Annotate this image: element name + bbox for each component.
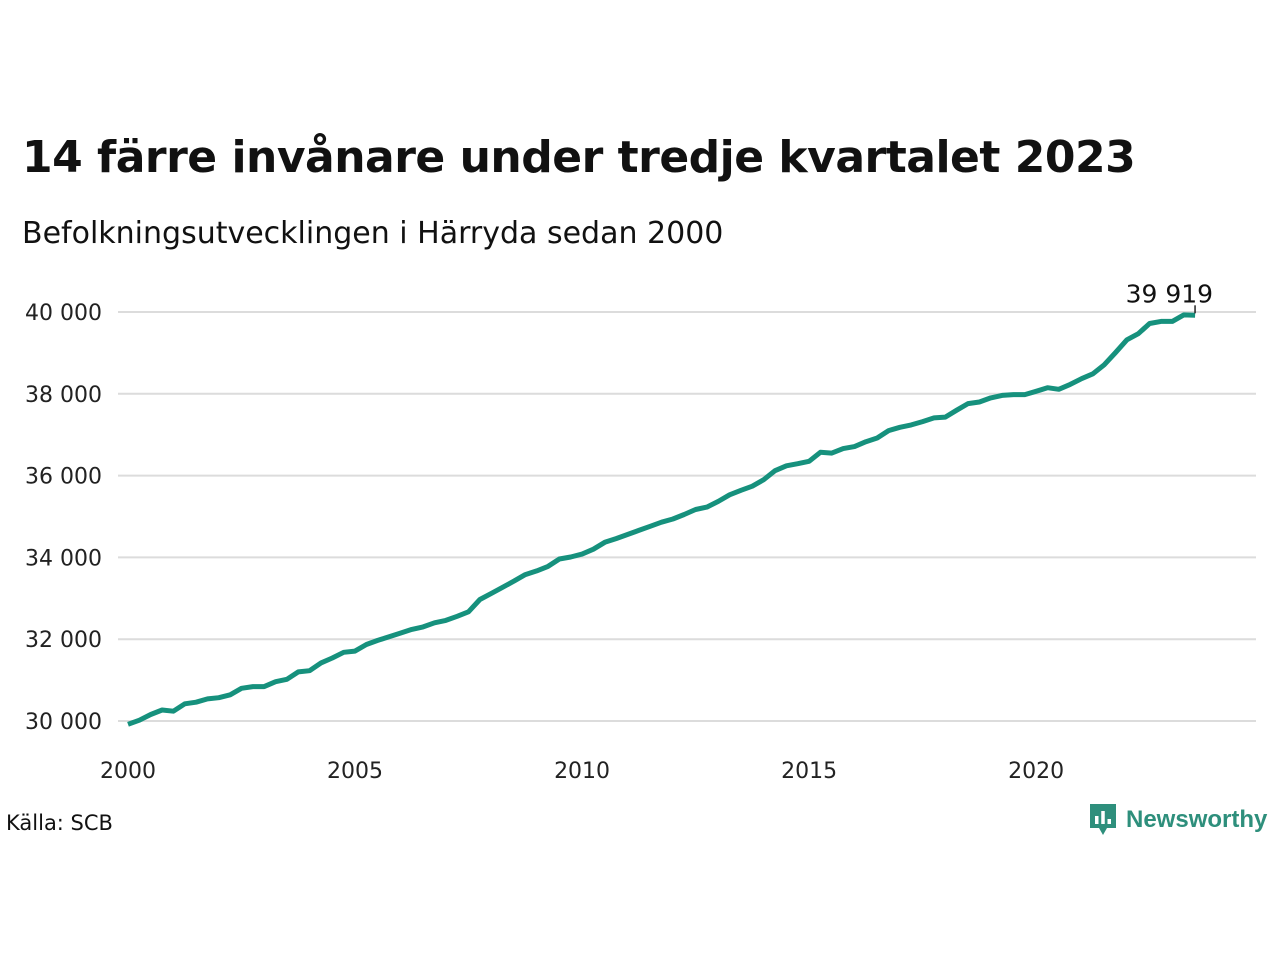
series-line (127, 312, 1196, 727)
end-value-label: 39 919 (1126, 279, 1213, 308)
y-tick-label: 34 000 (25, 546, 102, 571)
chart-subtitle: Befolkningsutvecklingen i Härryda sedan … (22, 216, 724, 251)
x-tick-label: 2005 (327, 759, 383, 784)
newsworthy-logo: Newsworthy (1088, 802, 1267, 838)
source-note: Källa: SCB (6, 811, 113, 835)
x-tick-label: 2000 (100, 759, 156, 784)
y-tick-label: 40 000 (25, 301, 102, 326)
x-tick-label: 2010 (554, 759, 610, 784)
x-tick-label: 2020 (1008, 759, 1064, 784)
x-tick-label: 2015 (781, 759, 837, 784)
chart-title: 14 färre invånare under tredje kvartalet… (22, 132, 1136, 183)
y-tick-label: 36 000 (25, 465, 102, 490)
brand-name: Newsworthy (1126, 806, 1268, 833)
y-tick-label: 32 000 (25, 628, 102, 653)
y-tick-label: 38 000 (25, 383, 102, 408)
y-tick-label: 30 000 (25, 710, 102, 735)
newsworthy-logo-icon (1090, 804, 1116, 835)
